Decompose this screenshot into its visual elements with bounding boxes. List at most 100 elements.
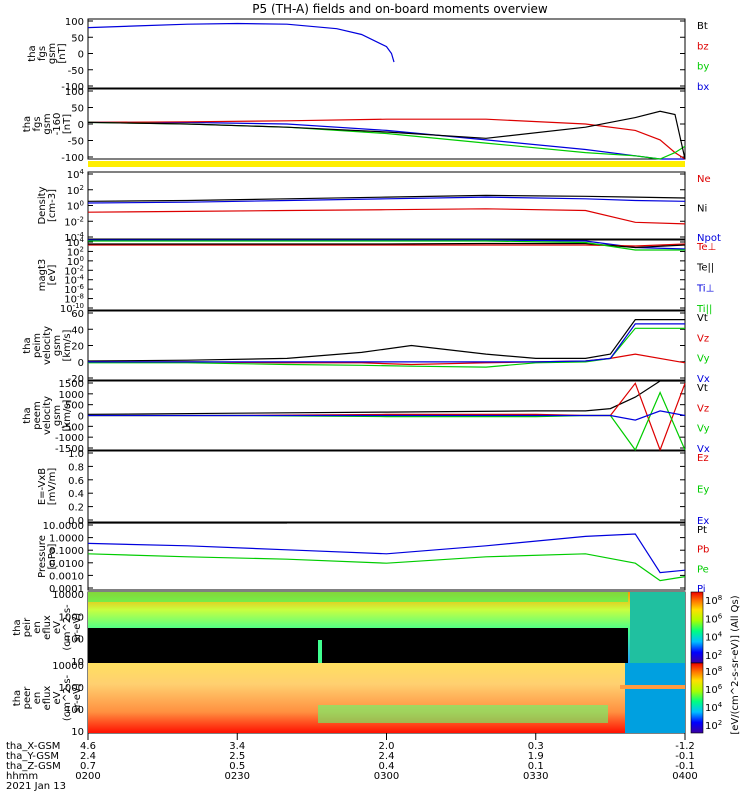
panel-frame xyxy=(87,171,686,240)
footer-value: 2.5 xyxy=(229,751,245,762)
legend-Te||: Te|| xyxy=(696,263,714,274)
y-tick-label: -500 xyxy=(61,422,84,433)
series-Te|| xyxy=(88,242,686,249)
legend-by: by xyxy=(697,62,709,73)
y-axis-label: [cm-3] xyxy=(47,189,58,222)
series-Vy xyxy=(88,390,686,452)
series-Ti|| xyxy=(88,240,685,251)
legend-Ez: Ez xyxy=(697,453,709,464)
panel-peim-velocity: 60 40 20 0 -20 tha peim velocity gsm [km/s] Vt Vz Vy… xyxy=(22,309,710,385)
panel-efield: 1.0 0.8 0.6 0.4 0.2 0.0 E=-VxB [mV/m] Ez Ey Ex xyxy=(37,449,709,527)
y-tick-label: 0.0 xyxy=(68,516,84,527)
footer-value: 0200 xyxy=(75,771,100,782)
y-axis-label: tha xyxy=(22,337,33,353)
y-axis-label: peim xyxy=(32,333,43,358)
panel-frame xyxy=(87,18,686,89)
series-Npot xyxy=(87,196,686,204)
y-tick-label: 10-10 xyxy=(60,302,84,315)
colorbar: 108 106 104 102 108 106 104 102 [eV/(cm^2-s-sr… xyxy=(690,591,741,735)
y-tick-label: 10 xyxy=(71,657,84,668)
colorbar-tick: 106 xyxy=(705,683,723,696)
footer-row-label: tha_Z-GSM xyxy=(6,761,61,772)
legend-Vt: Vt xyxy=(697,313,708,324)
y-axis-label: magt3 xyxy=(37,259,48,292)
y-axis-label: peer xyxy=(22,686,33,710)
y-axis-label: eflux xyxy=(42,615,53,640)
y-tick-label: 102 xyxy=(67,184,84,197)
y-axis-label: tha xyxy=(12,690,23,706)
legend-Bt: Bt xyxy=(697,21,708,32)
y-tick-label: 40 xyxy=(71,325,84,336)
y-tick-label: 10-6 xyxy=(64,283,84,296)
y-axis-label: -160 xyxy=(52,113,63,136)
y-axis-label: gsm xyxy=(47,43,58,64)
legend-Ti||: Ti|| xyxy=(696,304,712,315)
y-tick-label: 20 xyxy=(71,342,84,353)
y-axis-label: eV xyxy=(52,621,63,634)
y-axis-label: tha xyxy=(22,407,33,423)
panel-frame xyxy=(87,522,686,591)
y-tick-label: -100 xyxy=(61,82,84,93)
y-tick-label: 10-4 xyxy=(64,274,84,287)
legend-Ni: Ni xyxy=(697,204,707,215)
y-tick-label: 10-8 xyxy=(64,293,84,306)
colorbar-tick: 102 xyxy=(705,649,722,662)
y-tick-label: -20 xyxy=(68,374,84,385)
footer-row-label: tha_X-GSM xyxy=(6,741,60,752)
y-tick-label: 100 xyxy=(65,635,84,646)
series-Vy xyxy=(88,327,685,368)
footer-value: 0.5 xyxy=(229,761,245,772)
y-tick-label: 50 xyxy=(71,33,84,44)
y-axis-label: Pressure xyxy=(37,535,48,578)
y-axis-label: gsm xyxy=(52,335,63,356)
y-axis-label: velocity xyxy=(42,326,53,365)
colorbar-tick: 102 xyxy=(705,719,722,732)
footer-value: 0.1 xyxy=(528,761,544,772)
y-tick-label: 10-2 xyxy=(64,264,84,277)
footer-value: 0300 xyxy=(374,771,399,782)
series-Pe xyxy=(87,553,686,582)
y-tick-label: 0.6 xyxy=(68,476,84,487)
ion-spectrogram xyxy=(88,592,685,663)
footer-value: 0330 xyxy=(523,771,548,782)
footer-value: 0.4 xyxy=(379,761,395,772)
y-axis-label: [nPa] xyxy=(47,543,58,569)
y-axis-label: sr-eV) xyxy=(72,613,83,642)
y-axis-label: tha xyxy=(12,619,23,635)
y-axis-label: Density xyxy=(37,186,48,224)
legend-Vz: Vz xyxy=(697,403,709,414)
figure-title: P5 (TH-A) fields and on-board moments ov… xyxy=(252,2,548,16)
legend-Pi: Pi xyxy=(697,584,706,595)
y-tick-label: -1000 xyxy=(55,433,84,444)
legend-Pe: Pe xyxy=(697,564,709,575)
y-tick-label: 0 xyxy=(78,120,84,131)
footer-value: 2.4 xyxy=(379,751,395,762)
y-axis-label: (cm^2-s- xyxy=(62,604,73,651)
y-tick-label: 1500 xyxy=(59,379,84,390)
y-tick-label: 500 xyxy=(65,401,84,412)
y-tick-label: 0 xyxy=(78,412,84,423)
y-tick-label: 1.0000 xyxy=(49,534,84,545)
colorbar-label: [eV/(cm^2-s-sr-eV)] (All Qs) xyxy=(730,595,741,734)
y-axis-label: [nT] xyxy=(62,114,73,134)
panel-fgs: 100 50 0 -50 -100 tha fgs gsm [nT] Bt bz by bx xyxy=(27,17,709,93)
panel-density: 104 102 100 10-2 10-4 Density [cm-3] Ne Ni Npot xyxy=(37,168,721,244)
legend-Ti⊥: Ti⊥ xyxy=(696,283,714,294)
footer-value: 2.4 xyxy=(80,751,96,762)
legend-Vt: Vt xyxy=(697,383,708,394)
colorbar-tick: 108 xyxy=(705,594,722,607)
legend-Te⊥: Te⊥ xyxy=(696,242,716,253)
y-tick-label: 100 xyxy=(65,17,84,28)
y-axis-label: [eV] xyxy=(47,265,58,286)
panel-frame xyxy=(87,450,686,523)
legend-Vx: Vx xyxy=(697,374,710,385)
legend-bx: bx xyxy=(697,82,709,93)
electron-spectrogram xyxy=(88,663,685,733)
y-axis-label: [km/s] xyxy=(62,329,73,361)
y-tick-label: 50 xyxy=(71,104,84,115)
footer-value: 0230 xyxy=(225,771,250,782)
y-tick-label: 100 xyxy=(67,200,84,213)
y-axis-label: velocity xyxy=(42,396,53,435)
y-axis-label: en xyxy=(32,621,43,634)
